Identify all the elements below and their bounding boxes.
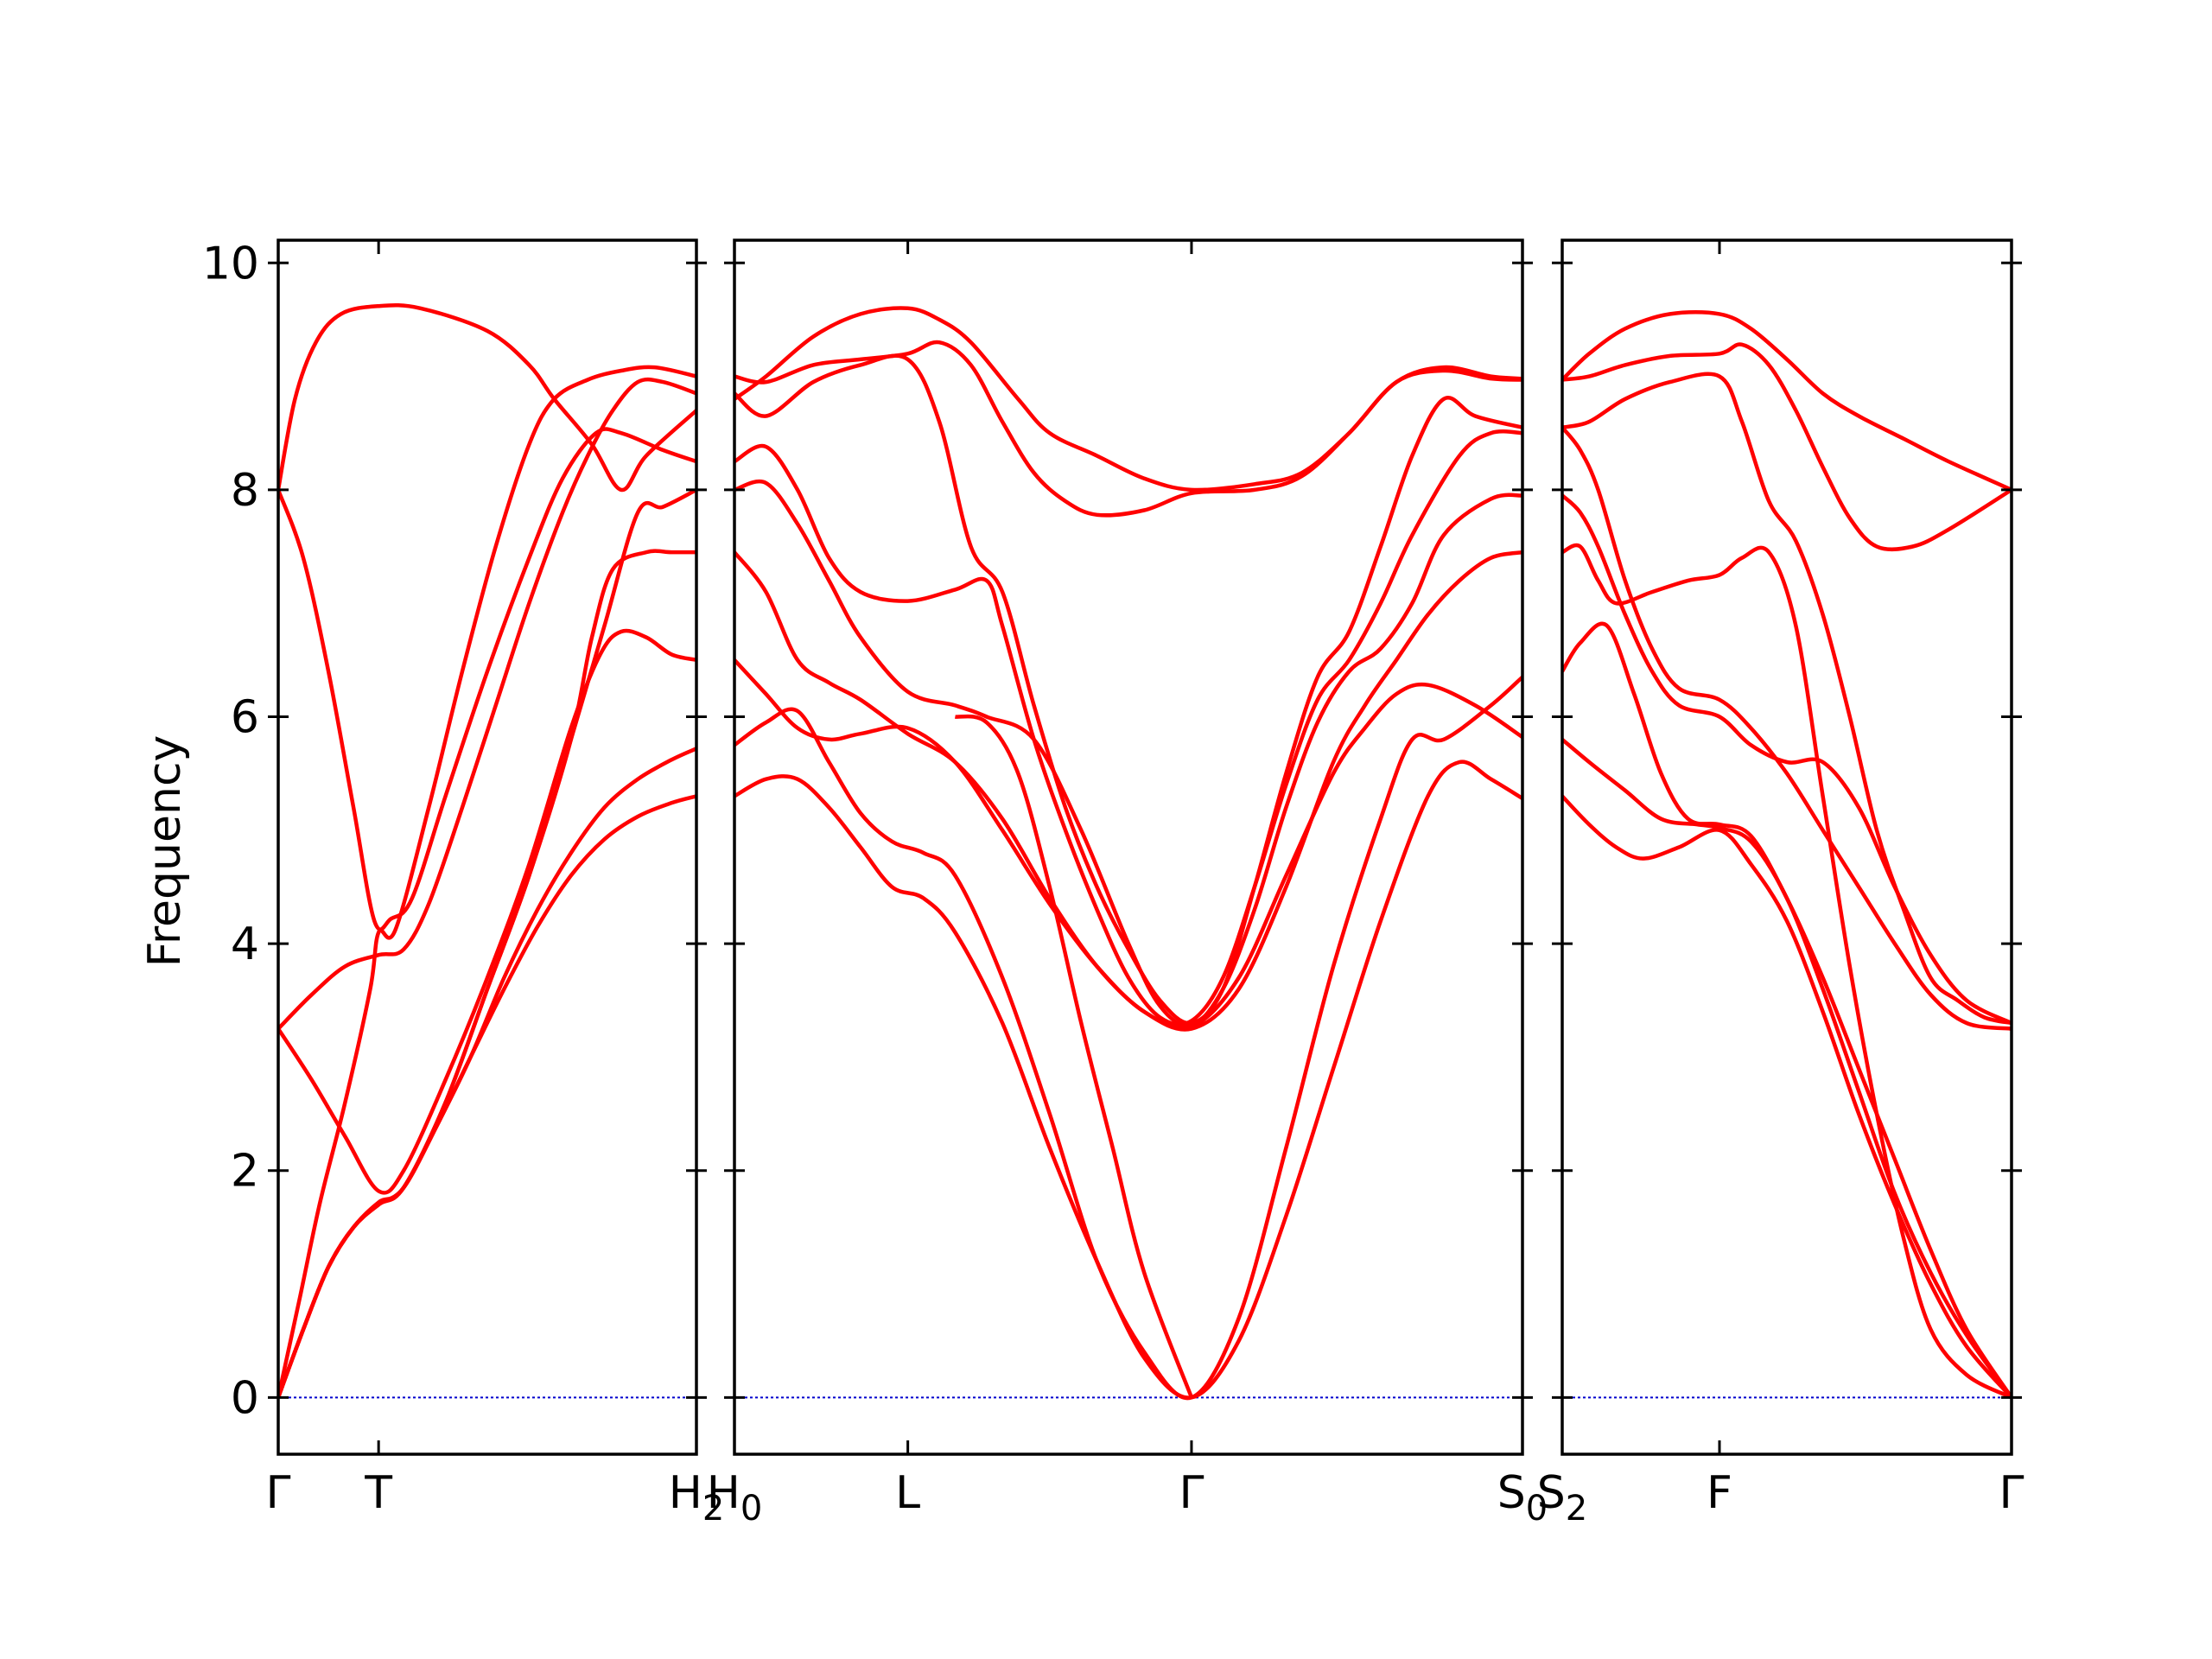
band-line bbox=[954, 714, 1194, 1399]
panel-frame bbox=[1560, 238, 2013, 1456]
x-tick-label: Γ bbox=[266, 1467, 291, 1519]
y-tick-label: 6 bbox=[231, 691, 259, 743]
band-line bbox=[1562, 426, 2012, 1031]
y-tick-label: 8 bbox=[231, 465, 259, 517]
band-line bbox=[278, 427, 696, 931]
band-line bbox=[1562, 794, 2012, 1399]
band-group bbox=[734, 306, 1522, 1401]
x-tick-label: S2 bbox=[1537, 1467, 1587, 1529]
x-tick-label: H0 bbox=[707, 1467, 763, 1529]
band-line bbox=[734, 760, 1522, 1400]
panel-frame bbox=[276, 238, 698, 1456]
band-line bbox=[734, 658, 1522, 1030]
band-line bbox=[1562, 309, 2012, 492]
x-tick-label: L bbox=[895, 1467, 920, 1519]
band-line bbox=[278, 487, 696, 1399]
y-tick-label: 10 bbox=[202, 238, 259, 289]
panel-3: S2 F Γ bbox=[1537, 238, 2024, 1529]
band-line bbox=[278, 303, 696, 493]
y-tick-label: 0 bbox=[231, 1372, 259, 1424]
band-line bbox=[278, 628, 696, 1195]
band-line bbox=[734, 675, 1522, 1401]
x-tick-label: H2 bbox=[669, 1467, 725, 1529]
band-line bbox=[1562, 372, 2012, 1026]
band-line bbox=[734, 340, 1522, 518]
band-line bbox=[1562, 543, 2012, 1400]
y-tick-label: 4 bbox=[231, 918, 259, 970]
panel-2: H0 L Γ S0 bbox=[707, 238, 1548, 1529]
band-group bbox=[1562, 309, 2012, 1400]
x-tick-label: T bbox=[364, 1467, 392, 1519]
band-line bbox=[734, 306, 1522, 493]
band-line bbox=[1562, 738, 2012, 1399]
band-line bbox=[734, 429, 1522, 1027]
band-line bbox=[278, 747, 696, 1399]
band-group bbox=[278, 303, 696, 1399]
band-line bbox=[1562, 493, 2012, 1026]
x-tick-label: Γ bbox=[1179, 1467, 1204, 1519]
x-tick-label: F bbox=[1707, 1467, 1732, 1519]
panel-1: 0 2 4 6 8 10 Γ T H2 bbox=[202, 238, 724, 1529]
y-tick-label: 2 bbox=[231, 1146, 259, 1198]
y-axis-label: Frequency bbox=[139, 735, 191, 968]
x-tick-label: Γ bbox=[1999, 1467, 2024, 1519]
band-line bbox=[734, 480, 1522, 1028]
band-line bbox=[278, 365, 696, 1398]
band-line bbox=[278, 377, 696, 1031]
band-line bbox=[1562, 342, 2012, 552]
panel-frame bbox=[733, 238, 1524, 1456]
band-line bbox=[278, 794, 696, 1399]
x-tick-label: S0 bbox=[1497, 1467, 1548, 1529]
